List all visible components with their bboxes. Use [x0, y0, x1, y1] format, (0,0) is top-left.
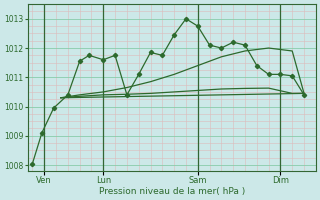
X-axis label: Pression niveau de la mer( hPa ): Pression niveau de la mer( hPa ) — [99, 187, 245, 196]
